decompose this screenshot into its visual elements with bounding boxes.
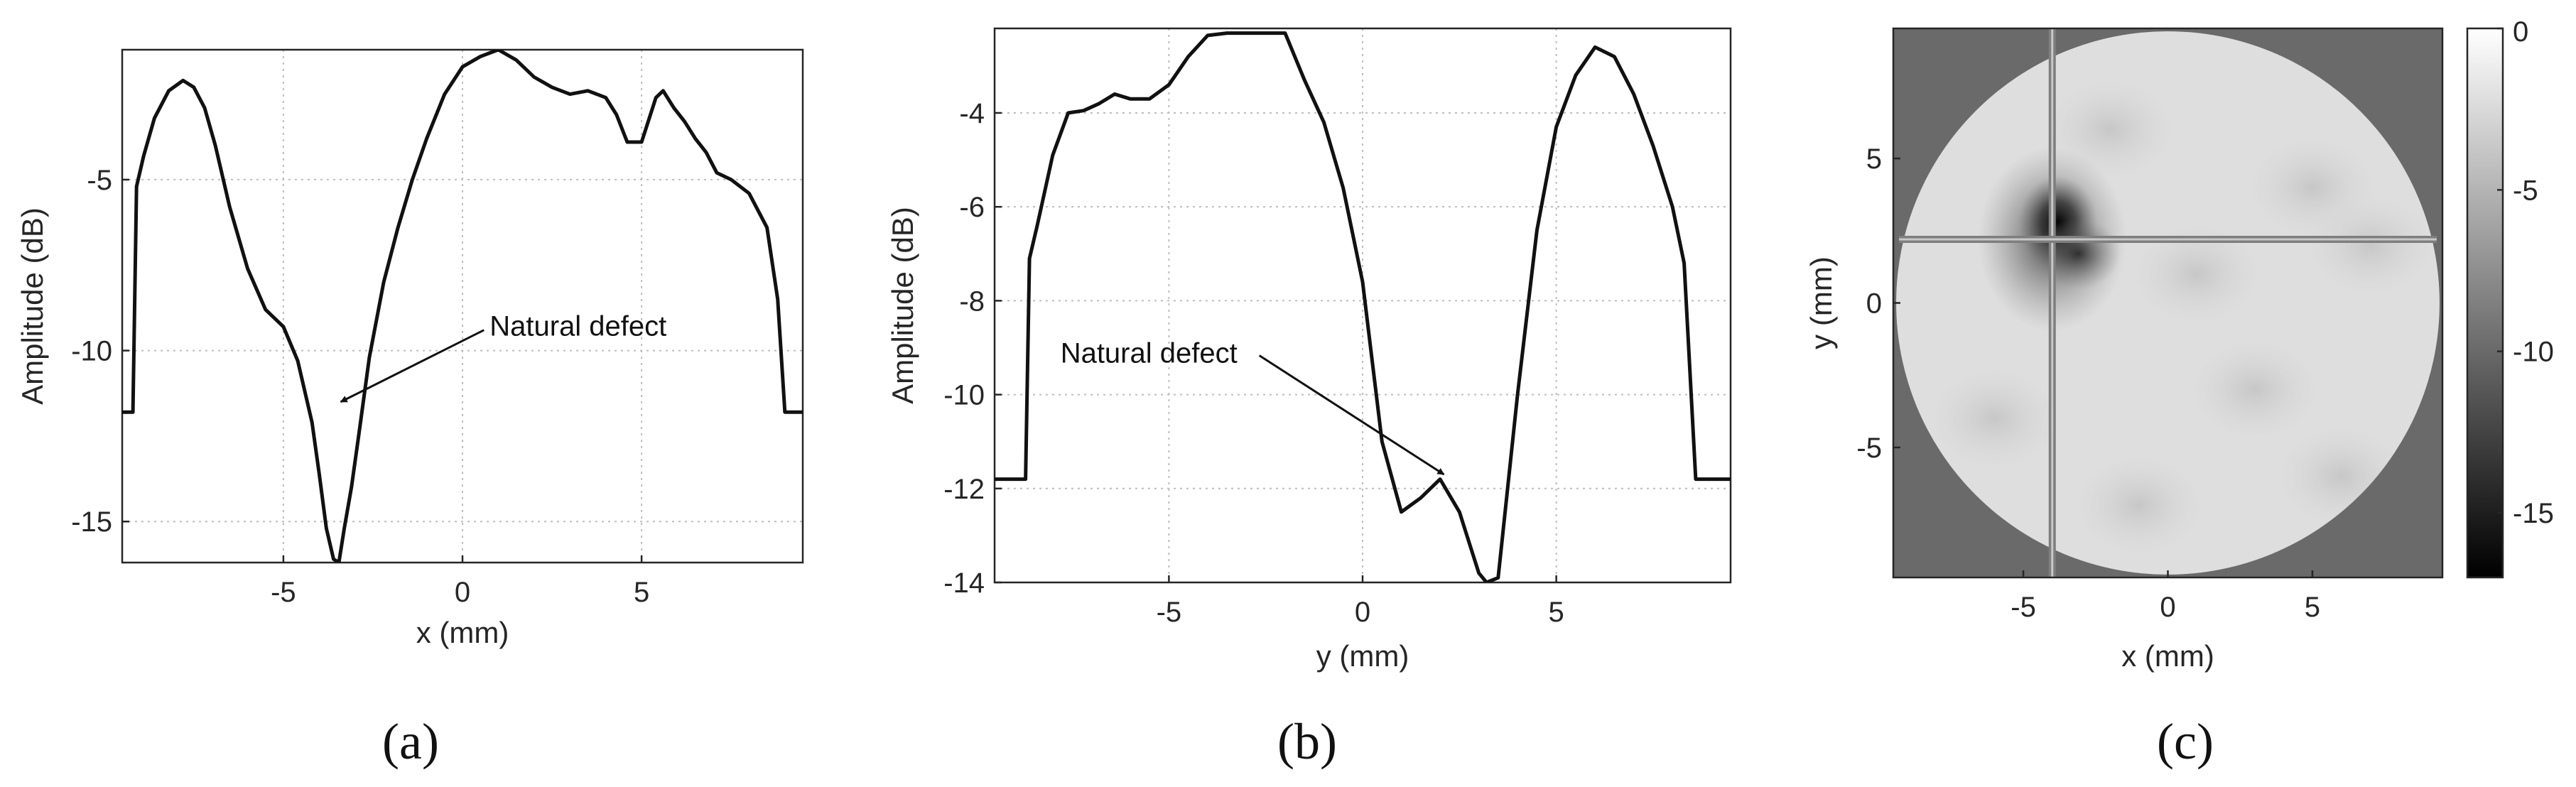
colorbar-tick-label: -5 xyxy=(2513,175,2538,206)
heatmap-texture xyxy=(2306,195,2435,295)
y-tick-label: -12 xyxy=(943,474,985,505)
x-tick-label: 0 xyxy=(455,577,470,608)
y-tick-label: -5 xyxy=(87,165,112,196)
colorbar-frame xyxy=(2466,27,2504,579)
colorbar-tick-label: 0 xyxy=(2513,16,2528,48)
x-tick-label: -5 xyxy=(1157,597,1182,628)
y-axis-label: y (mm) xyxy=(1804,256,1838,349)
y-tick-label: -14 xyxy=(943,568,985,599)
heatmap-texture xyxy=(2133,224,2261,324)
x-tick-label: 0 xyxy=(1355,597,1370,628)
y-tick-label: -10 xyxy=(943,380,985,411)
y-axis-label: Amplitude (dB) xyxy=(16,207,49,405)
y-tick-label: 5 xyxy=(1866,143,1882,175)
annotation-arrow xyxy=(1258,354,1445,476)
annotation-natural-defect: Natural defect xyxy=(489,311,666,342)
panel-a-line-chart: -5 0 5 -5 -10 -15 x (mm) Amplitude (dB) Natural … xyxy=(16,48,804,649)
y-tick-label: -4 xyxy=(959,98,985,129)
heatmap-texture xyxy=(2190,340,2319,440)
y-tick-label: 0 xyxy=(1866,288,1882,320)
y-tick-label: -10 xyxy=(71,336,112,367)
y-tick-label: -15 xyxy=(71,506,112,538)
annotation-natural-defect: Natural defect xyxy=(1061,338,1238,369)
y-tick-label: -5 xyxy=(1856,433,1882,464)
heatmap-texture xyxy=(2074,455,2203,555)
x-axis-label: y (mm) xyxy=(1316,639,1409,673)
defect-spot-secondary xyxy=(2035,218,2121,290)
x-tick-label: 0 xyxy=(2160,592,2175,623)
caption-c: (c) xyxy=(2157,713,2214,770)
y-tick-label: -6 xyxy=(959,192,985,223)
panel-b-line-chart: -5 0 5 -4 -6 -8 -10 -12 -14 y (mm) Amplitude (dB) N… xyxy=(886,27,1732,673)
heatmap-texture xyxy=(1930,369,2059,469)
annotation-arrow xyxy=(340,329,485,403)
amplitude-series-line xyxy=(995,31,1731,582)
colorbar-tick-label: -15 xyxy=(2513,498,2554,529)
caption-a: (a) xyxy=(382,713,439,770)
amplitude-series-line xyxy=(122,50,803,563)
panel-c-heatmap: -5 0 5 5 0 -5 x (mm) y (mm) 0 -5 -10 -15 xyxy=(1804,16,2554,673)
colorbar-tick-label: -10 xyxy=(2513,337,2554,368)
x-axis-label: x (mm) xyxy=(416,616,509,649)
x-tick-label: 5 xyxy=(1549,597,1564,628)
colorbar-gradient xyxy=(2467,28,2503,577)
caption-b: (b) xyxy=(1277,713,1337,770)
x-tick-label: 5 xyxy=(634,577,649,608)
x-tick-label: -5 xyxy=(2011,592,2036,623)
y-axis-label: Amplitude (dB) xyxy=(886,207,919,404)
x-tick-label: -5 xyxy=(271,577,296,608)
x-tick-label: 5 xyxy=(2305,592,2320,623)
y-tick-label: -8 xyxy=(959,286,985,317)
x-axis-label: x (mm) xyxy=(2121,639,2214,673)
